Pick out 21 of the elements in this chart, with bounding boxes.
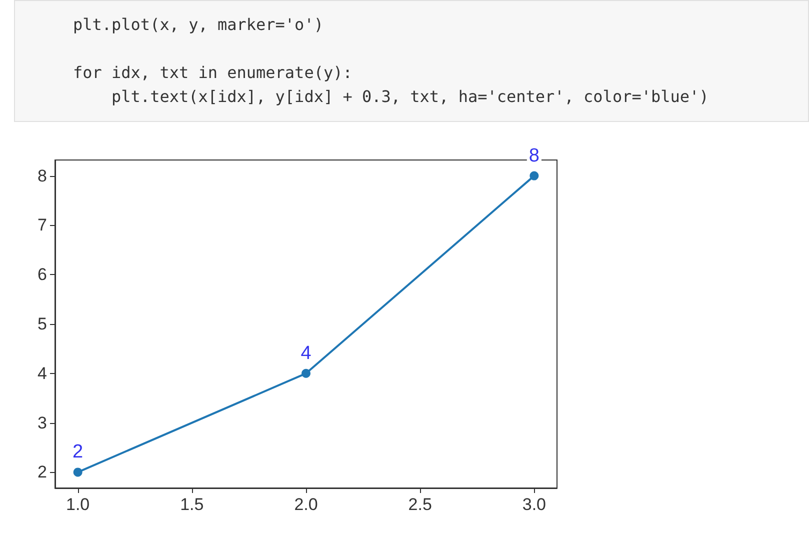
point [530, 171, 539, 180]
data-label: 2 [72, 442, 84, 463]
point [302, 368, 310, 378]
y-tick-label: 2 [38, 462, 47, 482]
x-tick-label: 1.0 [66, 495, 90, 514]
point [73, 468, 82, 477]
x-tick-label: 2.0 [294, 495, 318, 514]
x-tick-label: 3.0 [522, 495, 546, 514]
x-tick-label: 2.5 [408, 495, 432, 514]
y-tick-label: 8 [38, 166, 47, 186]
text: plt.plot(x, y, marker='o') [73, 14, 324, 36]
text: for idx, txt in enumerate(y): [73, 62, 354, 84]
text: plt.text(x[idx], y[idx] + 0.3, txt, ha='center', color='blue') [110, 86, 710, 108]
data-label: 4 [300, 342, 312, 364]
data-label: 8 [528, 145, 540, 166]
y-tick-label: 7 [38, 216, 47, 235]
y-tick-label: 5 [38, 314, 47, 334]
y-tick-label: 3 [38, 413, 47, 432]
y-tick-label: 4 [38, 364, 47, 383]
y-tick-label: 6 [38, 265, 47, 284]
x-tick-label: 1.5 [180, 495, 204, 514]
